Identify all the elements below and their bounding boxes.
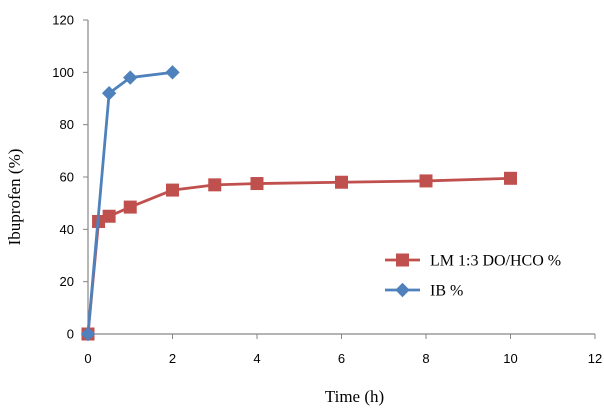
series-group [80, 65, 517, 342]
data-point [101, 86, 117, 101]
y-tick-label: 40 [60, 222, 74, 237]
legend-label: LM 1:3 DO/HCO % [430, 253, 561, 270]
x-tick-label: 12 [588, 351, 602, 366]
legend-item: IB % [385, 283, 463, 300]
y-tick-label: 0 [67, 327, 74, 342]
legend: LM 1:3 DO/HCO % IB % [385, 253, 561, 300]
data-point [165, 65, 180, 80]
legend-item: LM 1:3 DO/HCO % [385, 253, 561, 270]
data-point [123, 200, 137, 214]
data-point [419, 174, 433, 188]
data-point [250, 177, 264, 191]
series-2 [80, 65, 180, 342]
y-tick-label: 120 [52, 13, 74, 28]
x-tick-label: 8 [422, 351, 429, 366]
series-line [86, 70, 173, 335]
y-tick-label: 80 [60, 117, 74, 132]
y-tick-label: 60 [60, 170, 74, 185]
y-tick-labels: 0 20 40 60 80 100 120 [52, 13, 74, 342]
x-tick-labels: 0 2 4 6 8 10 12 [84, 351, 602, 366]
y-tick-label: 20 [60, 274, 74, 289]
axes [83, 19, 596, 339]
legend-marker [395, 282, 410, 298]
x-tick-label: 4 [253, 351, 260, 366]
x-tick-label: 6 [338, 351, 345, 366]
data-point [123, 70, 138, 85]
data-point [102, 209, 116, 223]
data-point [166, 183, 179, 197]
x-tick-label: 0 [84, 351, 91, 366]
legend-label: IB % [430, 283, 463, 300]
y-axis-title: Ibuprofen (%) [5, 149, 24, 246]
x-axis-title: Time (h) [325, 387, 384, 406]
x-tick-label: 10 [503, 351, 517, 366]
data-point [504, 171, 517, 185]
data-point [80, 326, 96, 342]
legend-marker [396, 253, 409, 267]
y-tick-label: 100 [52, 65, 74, 80]
data-point [208, 178, 222, 192]
data-point [335, 175, 348, 189]
x-tick-label: 2 [169, 351, 176, 366]
